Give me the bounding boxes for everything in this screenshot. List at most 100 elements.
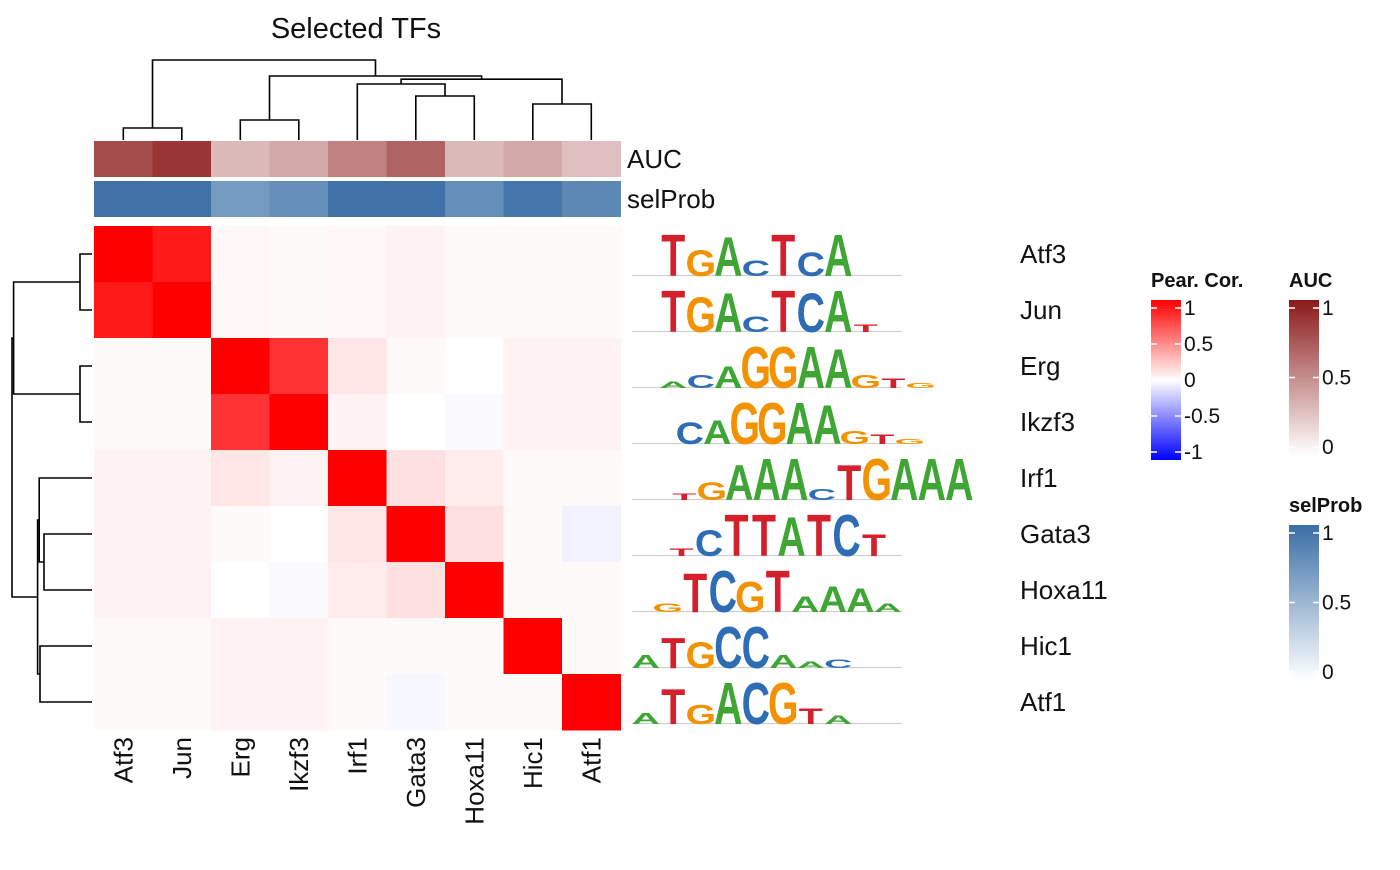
heatmap-cell	[562, 282, 621, 339]
annotation-cell-AUC	[269, 141, 329, 177]
motif-letter: T	[771, 279, 795, 345]
column-label: Ikzf3	[284, 737, 314, 792]
motif-letter: A	[824, 713, 852, 727]
heatmap-cell	[328, 282, 387, 339]
annotation-cell-selProb	[211, 181, 270, 217]
heatmap-cell	[445, 506, 504, 563]
heatmap-cell	[269, 394, 329, 451]
motif-letter: C	[676, 416, 704, 451]
motif-logo: A T GA CG T A	[632, 671, 902, 737]
heatmap-cell	[94, 506, 153, 563]
legend-title: AUC	[1289, 270, 1332, 292]
motif-letter: T	[670, 546, 694, 558]
heatmap-cell	[152, 450, 212, 507]
motif-letter: A	[659, 380, 687, 390]
column-annotations: AUC selProb	[94, 141, 715, 217]
row-dendrogram-branch	[11, 337, 38, 598]
motif-letter: C	[742, 615, 770, 681]
motif-letter: T	[661, 223, 685, 289]
heatmap-cell	[445, 562, 504, 619]
annotation-cell-selProb	[445, 181, 504, 217]
heatmap-cell	[94, 338, 153, 395]
motif-letter: G	[768, 671, 799, 737]
annotation-label-AUC: AUC	[627, 144, 682, 174]
motif-letter: A	[797, 660, 825, 670]
legend-tick-label: 0	[1184, 369, 1196, 392]
column-labels: Atf3 Jun Erg Ikzf3 Irf1 Gata3 Hoxa11 Hic1 Atf1	[108, 737, 606, 825]
heatmap-cell	[445, 394, 504, 451]
heatmap-cell	[445, 226, 504, 283]
motif-letter: A	[890, 447, 918, 513]
heatmap-cell	[562, 394, 621, 451]
row-label: Atf3	[1020, 239, 1066, 269]
legend-tick-label: 0	[1322, 436, 1334, 459]
heatmap-cell	[328, 450, 387, 507]
annotation-cell-selProb	[503, 181, 563, 217]
legend-tick-label: -1	[1184, 441, 1203, 464]
heatmap-cell	[94, 282, 153, 339]
motif-letter: G	[686, 288, 717, 343]
row-labels: Atf3 Jun Erg Ikzf3 Irf1 Gata3 Hoxa11 Hic1 Atf1	[1020, 239, 1108, 717]
heatmap-cell	[211, 674, 270, 731]
column-label: Atf1	[576, 737, 606, 783]
motif-letter: A	[753, 447, 781, 513]
heatmap-cell	[386, 394, 446, 451]
row-label: Gata3	[1020, 519, 1091, 549]
motif-letter: A	[797, 335, 825, 401]
motif-letter: T	[683, 562, 707, 624]
heatmap-cell	[503, 450, 563, 507]
motif-letter: G	[895, 437, 926, 445]
chart-title: Selected TFs	[271, 13, 441, 45]
legend: Pear. Cor. 1 0.5 0 -0.5 -1	[1151, 270, 1243, 464]
column-dendrogram-branch	[356, 83, 446, 140]
motif-letter: T	[854, 322, 878, 334]
heatmap-cell	[562, 618, 621, 675]
column-dendrogram-branch	[532, 103, 593, 140]
heatmap-cell	[94, 562, 153, 619]
motif-letter: G	[686, 243, 717, 285]
heatmap-cell	[386, 674, 446, 731]
legend-tick-label: 1	[1184, 297, 1196, 320]
motif-letter: T	[752, 503, 776, 569]
column-label: Hoxa11	[459, 737, 489, 825]
motif-letter: A	[725, 456, 753, 511]
column-label: Atf3	[108, 737, 138, 783]
heatmap-cells	[94, 226, 621, 731]
heatmap-cell	[328, 618, 387, 675]
motif-letter: C	[808, 486, 836, 503]
motif-letter: T	[862, 528, 886, 563]
row-dendrogram-branch	[79, 253, 92, 311]
motif-logo: T GA C T C A T	[632, 279, 902, 345]
motif-letter: C	[687, 371, 715, 392]
annotation-label-selProb: selProb	[627, 184, 715, 214]
motif-letter: A	[945, 447, 973, 513]
motif-letter: A	[714, 226, 742, 288]
motif-letter: G	[735, 573, 766, 621]
legend-tick-label: 1	[1322, 522, 1334, 545]
heatmap-cell	[562, 674, 621, 731]
annotation-cell-selProb	[562, 181, 621, 217]
heatmap-cell	[562, 450, 621, 507]
heatmap-cell	[328, 674, 387, 731]
heatmap-cell	[328, 394, 387, 451]
motif-letter: C	[714, 615, 742, 681]
annotation-cell-AUC	[562, 141, 621, 177]
annotation-cell-AUC	[386, 141, 446, 177]
motif-letter: G	[741, 335, 772, 401]
heatmap-cell	[269, 506, 329, 563]
motif-letter: T	[661, 680, 685, 735]
column-label: Irf1	[342, 737, 372, 775]
heatmap-cell	[269, 562, 329, 619]
heatmap-cell	[94, 674, 153, 731]
motif-letter: C	[695, 523, 723, 565]
heatmap-cell	[445, 282, 504, 339]
heatmap-cell	[269, 618, 329, 675]
heatmap-cell	[94, 226, 153, 283]
column-dendrogram-branch	[151, 59, 377, 128]
motif-letter: T	[672, 492, 697, 502]
motif-letter: T	[766, 559, 790, 625]
motif-letter: C	[797, 282, 825, 344]
heatmap-cell	[503, 674, 563, 731]
